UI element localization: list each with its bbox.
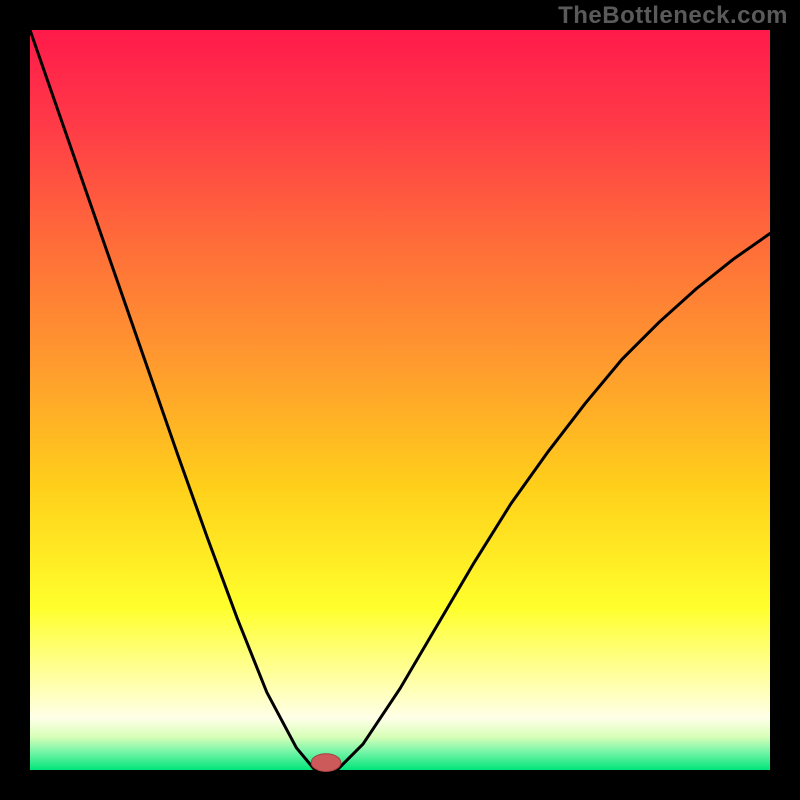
plot-background — [30, 30, 770, 770]
bottleneck-chart — [0, 0, 800, 800]
chart-frame: TheBottleneck.com — [0, 0, 800, 800]
optimal-marker — [311, 754, 341, 772]
watermark-text: TheBottleneck.com — [558, 2, 788, 30]
